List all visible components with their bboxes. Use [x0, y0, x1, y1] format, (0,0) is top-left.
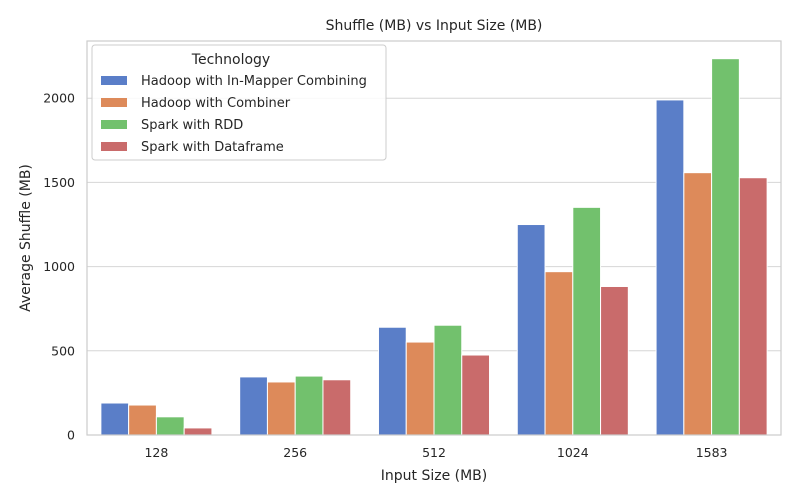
bar-1024-4 — [600, 285, 629, 436]
y-tick-label-500: 500 — [51, 343, 75, 358]
legend-swatch-3 — [101, 120, 127, 129]
bar-512-2 — [405, 341, 435, 436]
x-tick-label-128: 128 — [144, 445, 168, 460]
legend-label-2: Hadoop with Combiner — [141, 96, 291, 111]
legend-swatch-1 — [101, 76, 127, 85]
legend-swatch-2 — [101, 98, 127, 107]
x-tick-label-1583: 1583 — [696, 445, 728, 460]
plot-frame — [86, 40, 782, 436]
bar-1583-2 — [683, 172, 713, 436]
legend-title: Technology — [191, 52, 270, 68]
y-tick-label-0: 0 — [67, 428, 75, 443]
bar-256-4 — [322, 379, 352, 436]
legend-label-1: Hadoop with In-Mapper Combining — [141, 74, 367, 89]
bar-1024-2 — [544, 271, 574, 436]
x-tick-label-512: 512 — [422, 445, 446, 460]
bar-1583-4 — [738, 177, 768, 436]
bar-512-3 — [433, 324, 463, 436]
legend-box — [91, 44, 387, 161]
bar-1024-3 — [572, 206, 602, 436]
bar-512-4 — [461, 354, 491, 436]
legend: Technology Hadoop with In-Mapper Combinin… — [91, 44, 387, 161]
bar-256-1 — [239, 376, 268, 436]
x-tick-label-1024: 1024 — [557, 445, 589, 460]
axes: 0 500 1000 1500 2000 128 256 512 1024 1583 — [43, 40, 782, 460]
legend-swatch-4 — [101, 142, 127, 151]
y-tick-label-1500: 1500 — [43, 175, 75, 190]
bar-128-3 — [155, 416, 185, 436]
x-tick-label-256: 256 — [283, 445, 307, 460]
bar-128-2 — [128, 404, 157, 436]
y-tick-label-2000: 2000 — [43, 91, 75, 106]
bar-1583-3 — [711, 58, 740, 436]
bar-512-1 — [377, 326, 407, 436]
bar-128-1 — [100, 402, 130, 436]
legend-label-4: Spark with Dataframe — [141, 140, 284, 155]
chart-title: Shuffle (MB) vs Input Size (MB) — [326, 18, 543, 34]
y-tick-label-1000: 1000 — [43, 259, 75, 274]
bar-1024-1 — [516, 224, 546, 436]
y-axis-label: Average Shuffle (MB) — [18, 164, 34, 312]
bar-1583-1 — [655, 99, 685, 436]
x-axis-label: Input Size (MB) — [381, 468, 488, 484]
bar-256-2 — [266, 381, 296, 436]
bar-256-3 — [294, 375, 324, 436]
legend-label-3: Spark with RDD — [141, 118, 243, 133]
bar-128-4 — [183, 427, 213, 436]
